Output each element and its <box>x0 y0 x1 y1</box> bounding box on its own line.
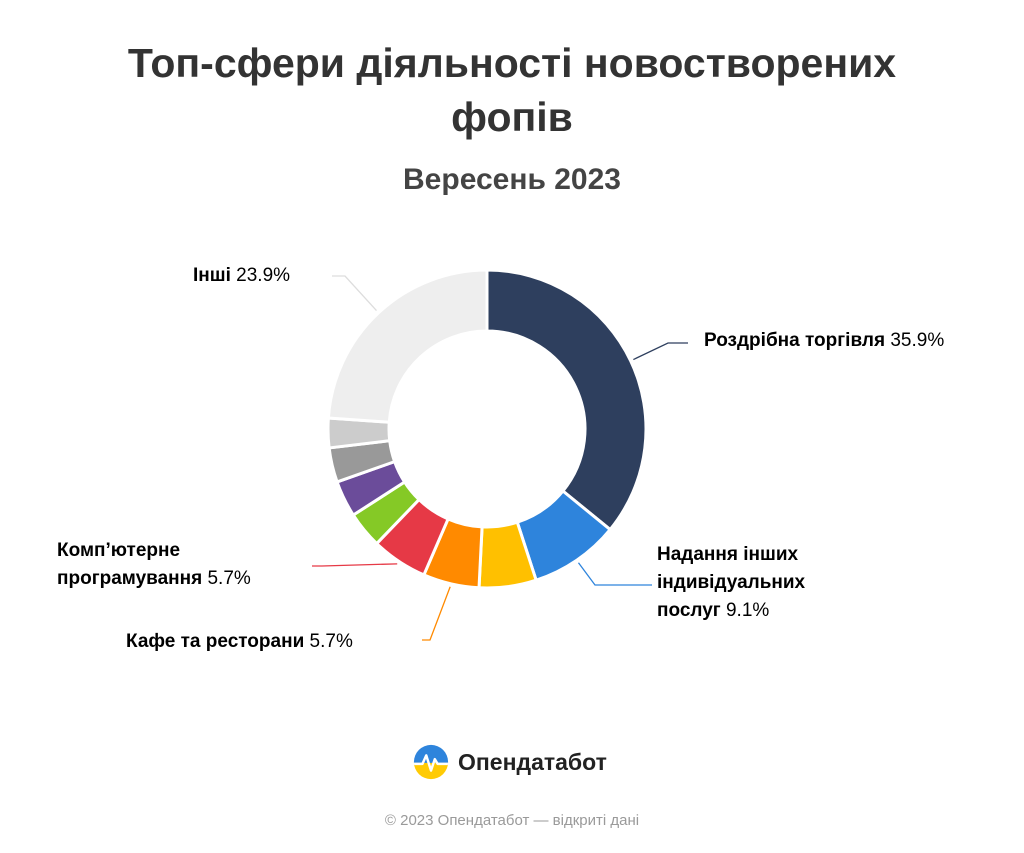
slice-label-services-name-3: послуг <box>657 600 721 621</box>
slice-label-other-value: 23.9% <box>236 265 291 286</box>
slice-label-cafe-value: 5.7% <box>309 631 353 652</box>
slice-label-programming-value: 5.7% <box>207 568 251 589</box>
slice-label-services: Надання інших індивідуальних послуг 9.1% <box>657 541 805 625</box>
label-leader-lines <box>312 275 688 641</box>
slice-label-other: Інші 23.9% <box>193 262 290 290</box>
footer-copyright: © 2023 Опендатабот — відкриті дані <box>384 812 640 829</box>
slice-label-cafe: Кафе та ресторани 5.7% <box>126 628 353 656</box>
slice-label-services-name-2: індивідуальних <box>657 572 806 593</box>
slice-other <box>326 268 489 424</box>
opendatabot-logo-icon <box>413 744 449 780</box>
slice-label-programming-name-2: програмування <box>57 568 203 589</box>
leader-line-other <box>332 275 377 311</box>
slice-label-services-name-1: Надання інших <box>657 544 799 565</box>
donut-slices <box>326 268 648 590</box>
slice-label-services-value: 9.1% <box>725 600 770 621</box>
slice-label-other-name: Інші <box>193 265 231 286</box>
slice-label-retail-value: 35.9% <box>890 330 945 351</box>
slice-retail <box>485 268 648 532</box>
slice-label-cafe-name: Кафе та ресторани <box>126 631 305 652</box>
slice-label-programming-name-1: Комп’ютерне <box>57 540 181 561</box>
brand-name: Опендатабот <box>458 748 607 775</box>
slice-label-retail: Роздрібна торгівля 35.9% <box>704 327 944 355</box>
brand-logo: Опендатабот <box>412 742 607 782</box>
chart-subtitle: Вересень 2023 <box>403 163 621 196</box>
chart-title: Топ-сфери діяльності новостворених фопів <box>127 40 897 140</box>
slice-label-programming: Комп’ютерне програмування 5.7% <box>57 537 251 593</box>
leader-line-retail <box>633 342 688 361</box>
leader-line-programming <box>312 563 398 567</box>
leader-line-services <box>577 562 652 586</box>
leader-line-cafe <box>422 586 451 641</box>
slice-label-retail-name: Роздрібна торгівля <box>704 330 886 351</box>
